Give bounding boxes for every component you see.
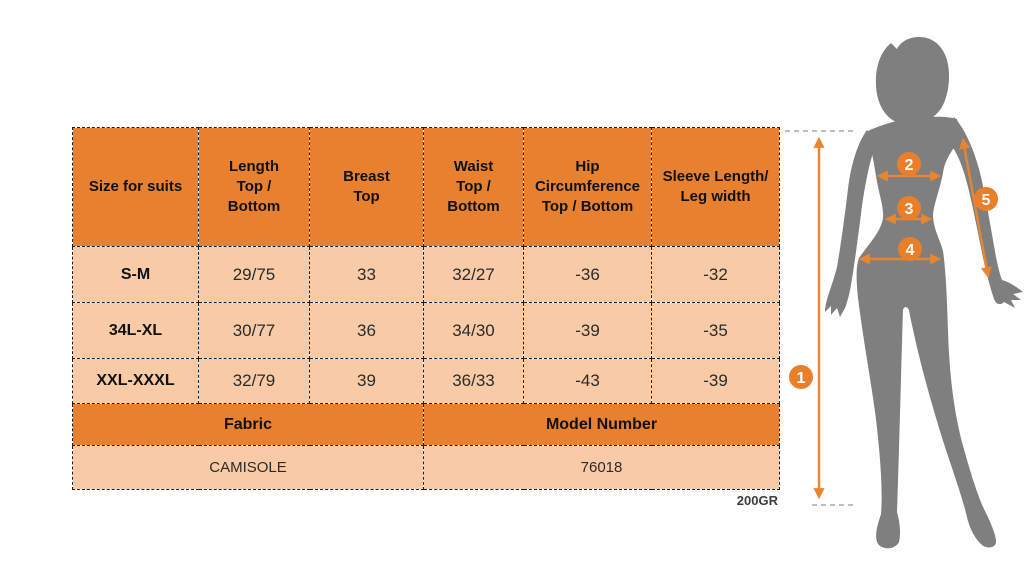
silhouette-left-arm bbox=[825, 130, 875, 317]
model-number-value: 76018 bbox=[423, 445, 780, 490]
value-cell: 29/75 bbox=[198, 246, 310, 303]
marker-1-badge bbox=[789, 365, 813, 389]
marker-badges: 1 2 3 4 5 bbox=[789, 152, 998, 389]
female-silhouette bbox=[825, 37, 1023, 549]
value-cell: -32 bbox=[651, 246, 780, 303]
value-cell: -36 bbox=[523, 246, 652, 303]
header-sleeve: Sleeve Length/ Leg width bbox=[651, 127, 780, 247]
value-cell: 36/33 bbox=[423, 358, 524, 404]
marker-2-badge bbox=[897, 152, 921, 176]
header-breast: Breast Top bbox=[309, 127, 424, 247]
size-cell: 34L-XL bbox=[72, 302, 199, 359]
value-cell: 33 bbox=[309, 246, 424, 303]
fabric-value: CAMISOLE bbox=[72, 445, 424, 490]
marker-4-label: 4 bbox=[906, 242, 915, 259]
size-cell: S-M bbox=[72, 246, 199, 303]
model-number-label: Model Number bbox=[423, 403, 780, 446]
value-cell: -39 bbox=[523, 302, 652, 359]
marker-5-badge bbox=[974, 187, 998, 211]
footer-value-row: CAMISOLE 76018 bbox=[72, 445, 780, 490]
value-cell: 32/27 bbox=[423, 246, 524, 303]
value-cell: -39 bbox=[651, 358, 780, 404]
value-cell: 36 bbox=[309, 302, 424, 359]
marker-4-badge bbox=[898, 237, 922, 261]
value-cell: 39 bbox=[309, 358, 424, 404]
silhouette-right-arm bbox=[948, 117, 1023, 308]
silhouette-body bbox=[856, 116, 997, 549]
measurement-arrow-sleeve bbox=[959, 137, 992, 279]
table-row: 34L-XL 30/77 36 34/30 -39 -35 bbox=[72, 302, 780, 359]
header-hip: Hip Circumference Top / Bottom bbox=[523, 127, 652, 247]
table-row: S-M 29/75 33 32/27 -36 -32 bbox=[72, 246, 780, 303]
marker-2-label: 2 bbox=[905, 157, 914, 174]
marker-5-label: 5 bbox=[982, 192, 991, 209]
header-length: Length Top / Bottom bbox=[198, 127, 310, 247]
footer-label-row: Fabric Model Number bbox=[72, 403, 780, 446]
header-row: Size for suits Length Top / Bottom Breas… bbox=[72, 127, 780, 247]
header-size: Size for suits bbox=[72, 127, 199, 247]
fabric-label: Fabric bbox=[72, 403, 424, 446]
weight-note: 200GR bbox=[736, 493, 778, 508]
header-waist: Waist Top / Bottom bbox=[423, 127, 524, 247]
value-cell: -35 bbox=[651, 302, 780, 359]
marker-3-label: 3 bbox=[905, 201, 914, 218]
silhouette-head bbox=[875, 37, 950, 126]
marker-1-label: 1 bbox=[797, 370, 806, 387]
marker-3-badge bbox=[897, 196, 921, 220]
size-cell: XXL-XXXL bbox=[72, 358, 199, 404]
size-chart-table: Size for suits Length Top / Bottom Breas… bbox=[72, 127, 780, 490]
